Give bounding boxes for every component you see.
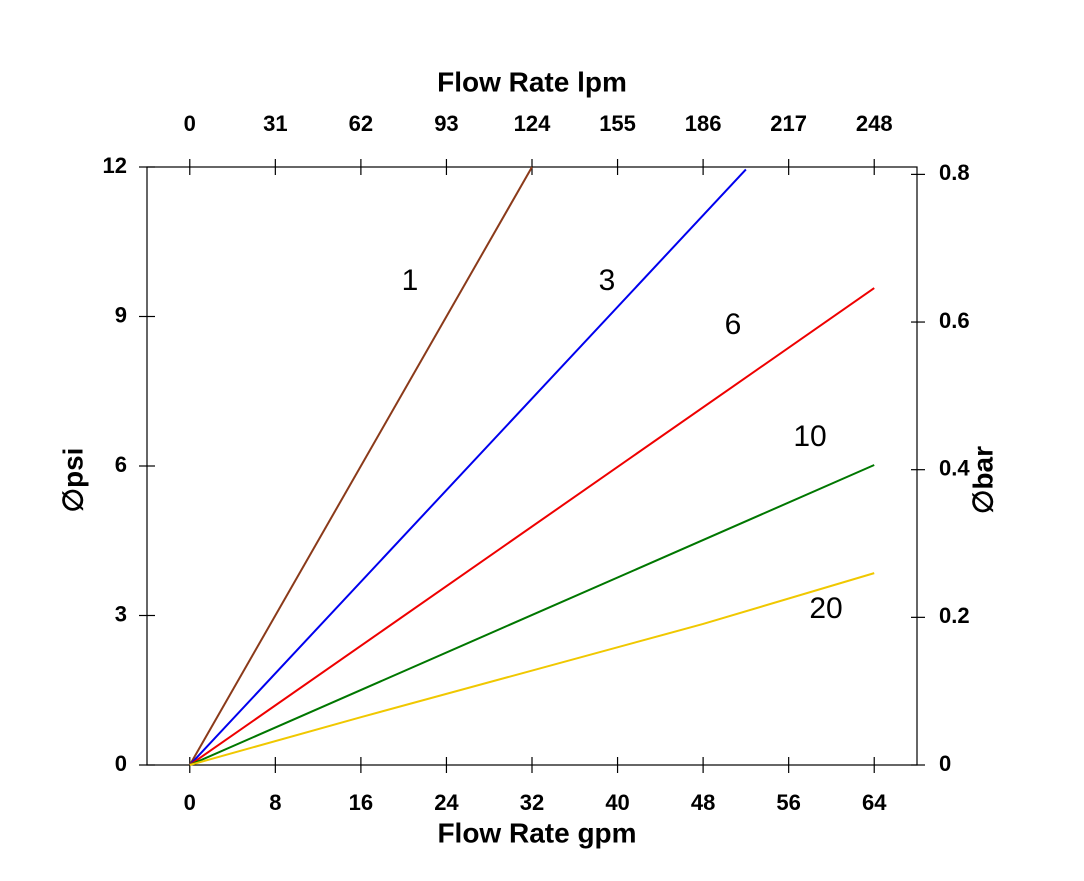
series-label: 10 bbox=[793, 420, 826, 453]
x-tick-label: 24 bbox=[434, 790, 459, 815]
x-axis-label: Flow Rate gpm bbox=[437, 817, 636, 848]
x-tick-label: 40 bbox=[605, 790, 629, 815]
y2-tick-label: 0.8 bbox=[939, 160, 970, 185]
x2-axis-label: Flow Rate lpm bbox=[437, 66, 627, 97]
y-axis-label: ∅psi bbox=[57, 448, 88, 513]
series-label: 3 bbox=[599, 264, 616, 297]
x2-tick-label: 217 bbox=[770, 111, 807, 136]
x-tick-label: 48 bbox=[691, 790, 715, 815]
series-label: 6 bbox=[725, 308, 742, 341]
series-line bbox=[189, 464, 875, 766]
x-tick-label: 16 bbox=[349, 790, 373, 815]
series-line bbox=[189, 572, 875, 766]
x-tick-label: 8 bbox=[269, 790, 281, 815]
x-tick-label: 32 bbox=[520, 790, 544, 815]
series-label: 1 bbox=[402, 264, 419, 297]
y2-tick-label: 0.4 bbox=[939, 456, 970, 481]
y2-tick-label: 0.2 bbox=[939, 603, 970, 628]
x2-tick-label: 0 bbox=[184, 111, 196, 136]
x-tick-label: 0 bbox=[184, 790, 196, 815]
x2-tick-label: 93 bbox=[434, 111, 458, 136]
series-line bbox=[189, 287, 875, 766]
x2-tick-label: 31 bbox=[263, 111, 287, 136]
y2-tick-label: 0 bbox=[939, 751, 951, 776]
y-tick-label: 9 bbox=[115, 302, 127, 327]
y2-tick-label: 0.6 bbox=[939, 308, 970, 333]
x2-tick-label: 155 bbox=[599, 111, 636, 136]
x2-tick-label: 62 bbox=[349, 111, 373, 136]
x2-tick-label: 248 bbox=[856, 111, 893, 136]
plot-frame bbox=[146, 166, 918, 766]
y2-axis-label: ∅bar bbox=[967, 446, 998, 514]
x2-tick-label: 124 bbox=[514, 111, 551, 136]
y-tick-label: 0 bbox=[115, 751, 127, 776]
x2-tick-label: 186 bbox=[685, 111, 722, 136]
x-tick-label: 64 bbox=[862, 790, 887, 815]
x-tick-label: 56 bbox=[776, 790, 800, 815]
y-tick-label: 6 bbox=[115, 452, 127, 477]
series-line bbox=[188, 166, 533, 766]
series-line bbox=[189, 168, 747, 766]
series-label: 20 bbox=[809, 592, 842, 625]
y-tick-label: 12 bbox=[103, 153, 127, 178]
y-tick-label: 3 bbox=[115, 601, 127, 626]
